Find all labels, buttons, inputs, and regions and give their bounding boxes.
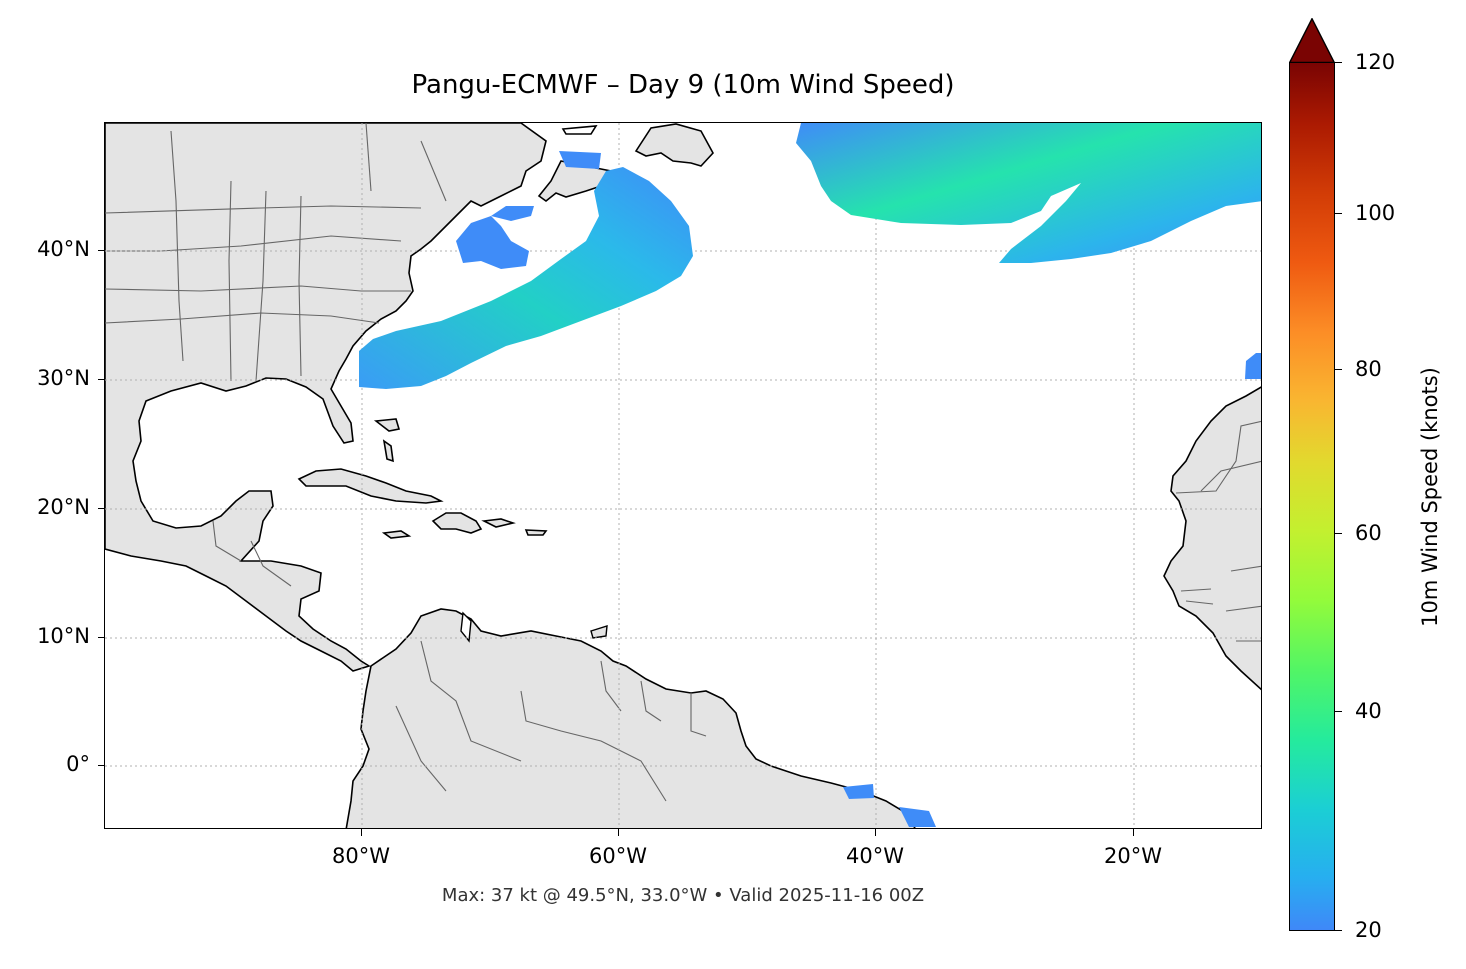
- wind-patch-gulf-stlawrence: [559, 151, 601, 169]
- y-tick-mark-20n: [98, 508, 104, 510]
- chart-title: Pangu-ECMWF – Day 9 (10m Wind Speed): [411, 70, 955, 100]
- cbar-tick-100: [1335, 213, 1342, 215]
- wind-patch-cape-cod: [456, 216, 529, 269]
- y-tick-0: 0°: [66, 752, 90, 776]
- colorbar: [1289, 62, 1335, 931]
- wind-patch-brazil-1: [843, 784, 874, 799]
- cbar-tick-120: [1335, 62, 1342, 64]
- wind-patch-canaries: [1245, 353, 1261, 379]
- wind-patch-brazil-2: [899, 807, 936, 827]
- land-caribbean: [297, 418, 548, 539]
- cbar-label-20: 20: [1355, 918, 1382, 942]
- map-canvas: [105, 123, 1261, 828]
- cbar-label-60: 60: [1355, 521, 1382, 545]
- wind-field: [359, 123, 1261, 827]
- x-tick-20w: 20°W: [1104, 844, 1162, 868]
- x-tick-80w: 80°W: [332, 844, 390, 868]
- wind-patch-scotia: [491, 206, 534, 221]
- x-tick-mark-80w: [361, 829, 363, 836]
- cbar-label-100: 100: [1355, 201, 1396, 225]
- wind-band-north-atlantic: [796, 123, 1261, 263]
- x-tick-40w: 40°W: [846, 844, 904, 868]
- cbar-label-120: 120: [1355, 50, 1396, 74]
- cbar-tick-80: [1335, 369, 1342, 371]
- cbar-label-40: 40: [1355, 699, 1382, 723]
- cbar-label-80: 80: [1355, 357, 1382, 381]
- colorbar-title: 10m Wind Speed (knots): [1418, 367, 1442, 627]
- cbar-tick-60: [1335, 533, 1342, 535]
- colorbar-extend-arrow: [1289, 18, 1335, 63]
- colorbar-gradient: [1289, 62, 1335, 931]
- x-tick-60w: 60°W: [589, 844, 647, 868]
- y-tick-40n: 40°N: [37, 237, 90, 261]
- cbar-tick-20: [1335, 930, 1342, 932]
- land-africa: [1163, 386, 1261, 691]
- land-north-america: [105, 123, 714, 672]
- y-tick-mark-0: [98, 765, 104, 767]
- y-tick-20n: 20°N: [37, 495, 90, 519]
- wind-band-west-atlantic: [359, 167, 693, 389]
- land-south-america: [345, 608, 916, 828]
- x-tick-mark-40w: [875, 829, 877, 836]
- cbar-tick-40: [1335, 711, 1342, 713]
- map-plot-area: [104, 122, 1262, 829]
- y-tick-mark-30n: [98, 379, 104, 381]
- y-tick-30n: 30°N: [37, 366, 90, 390]
- x-tick-mark-60w: [618, 829, 620, 836]
- y-tick-10n: 10°N: [37, 624, 90, 648]
- y-tick-mark-10n: [98, 637, 104, 639]
- max-wind-annotation: Max: 37 kt @ 49.5°N, 33.0°W • Valid 2025…: [441, 885, 925, 906]
- political-borders: [105, 123, 1261, 802]
- x-tick-mark-20w: [1133, 829, 1135, 836]
- y-tick-mark-40n: [98, 250, 104, 252]
